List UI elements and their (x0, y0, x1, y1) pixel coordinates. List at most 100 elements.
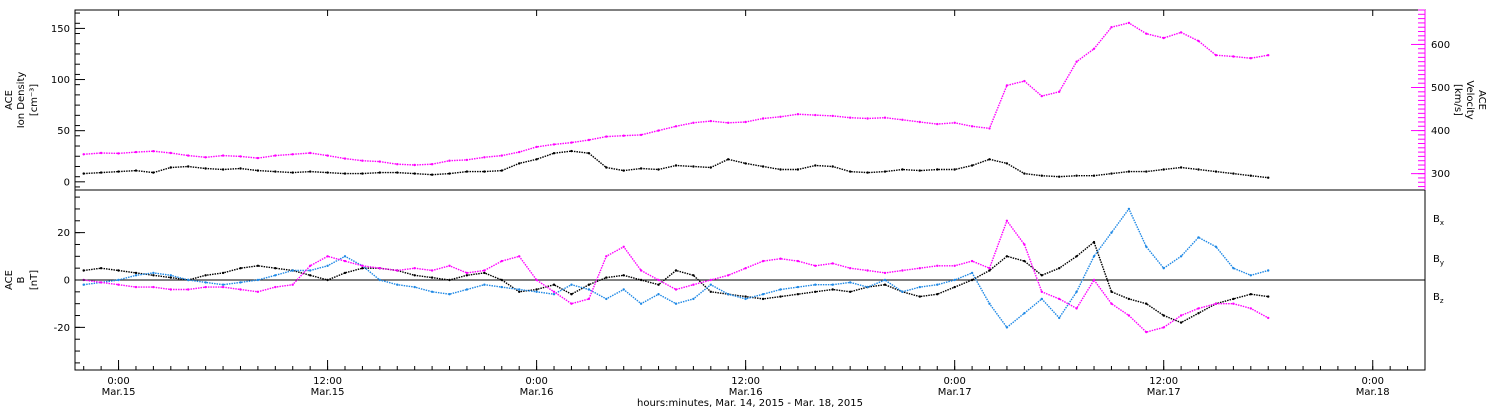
top-point-0-57 (1075, 174, 1078, 177)
point-by-65 (1214, 245, 1218, 248)
point-bz-65 (1214, 302, 1218, 305)
top-point-0-17 (378, 171, 381, 174)
bottom-left-ylabel-line1: ACE (4, 270, 15, 290)
top-point-0-45 (866, 171, 869, 174)
top-point-1-36 (709, 119, 712, 123)
point-bz-56 (1058, 297, 1061, 301)
top-point-0-41 (796, 168, 800, 171)
bottom-left-ylabel-line3: [nT] (29, 270, 40, 290)
point-bx-1 (99, 267, 103, 270)
top-point-1-2 (117, 152, 120, 155)
bottom-left-tick-label-2: 20 (57, 228, 70, 239)
x-tick-date-label-1: Mar.15 (311, 387, 345, 398)
top-point-0-64 (1197, 168, 1200, 171)
top-point-1-34 (674, 125, 678, 128)
point-by-57 (1075, 290, 1078, 293)
point-bx-3 (134, 271, 138, 275)
top-point-0-62 (1162, 168, 1165, 171)
top-point-1-5 (169, 151, 172, 155)
top-point-0-11 (274, 170, 277, 173)
point-bx-39 (761, 297, 765, 301)
x-tick-time-label-5: 12:00 (1149, 376, 1178, 387)
x-tick-date-label-6: Mar.18 (1356, 387, 1390, 398)
point-bz-22 (465, 271, 469, 275)
point-bz-24 (500, 259, 503, 263)
top-panel (82, 21, 1270, 179)
top-series-velocity-line (83, 22, 1269, 166)
top-left-ylabel-line2: Ion Density (16, 72, 27, 129)
top-point-0-61 (1145, 170, 1148, 173)
top-point-1-47 (901, 118, 904, 122)
top-point-0-16 (361, 172, 364, 175)
point-bx-49 (936, 293, 939, 296)
point-by-36 (709, 283, 712, 286)
point-bx-19 (413, 274, 416, 277)
point-by-61 (1145, 245, 1148, 248)
top-point-0-19 (413, 172, 416, 175)
x-tick-time-label-6: 0:00 (1362, 376, 1384, 387)
top-point-1-67 (1249, 57, 1253, 60)
point-bx-4 (152, 274, 155, 277)
top-point-1-21 (448, 159, 451, 162)
point-bx-0 (82, 269, 85, 272)
point-bx-23 (483, 271, 486, 275)
point-bz-31 (622, 245, 625, 248)
point-bx-26 (535, 288, 538, 291)
point-bz-5 (169, 288, 172, 291)
top-point-1-37 (727, 121, 730, 125)
point-bx-58 (1092, 240, 1096, 244)
point-bz-3 (134, 285, 138, 289)
top-point-1-41 (796, 113, 800, 116)
point-bz-27 (552, 290, 556, 293)
top-point-1-11 (274, 154, 277, 157)
legend: Bx By Bz (1433, 214, 1444, 305)
point-bz-39 (761, 259, 765, 263)
point-bz-38 (744, 267, 747, 270)
top-point-1-25 (518, 150, 521, 154)
top-point-1-26 (535, 145, 538, 149)
point-by-62 (1162, 267, 1165, 270)
x-tick-time-label-0: 0:00 (107, 376, 129, 387)
point-bz-19 (413, 267, 416, 270)
point-bx-66 (1232, 297, 1235, 301)
point-by-17 (378, 278, 381, 282)
top-point-1-53 (1005, 84, 1009, 87)
top-point-1-57 (1075, 60, 1078, 63)
top-point-0-18 (396, 171, 399, 174)
x-tick-time-label-1: 12:00 (313, 376, 342, 387)
point-bx-13 (309, 274, 312, 277)
point-by-37 (727, 293, 730, 296)
point-bz-61 (1145, 330, 1148, 334)
top-point-1-24 (500, 154, 503, 157)
point-bx-11 (274, 267, 277, 270)
top-point-0-34 (674, 164, 678, 167)
top-point-0-55 (1040, 174, 1044, 177)
point-bz-23 (483, 269, 486, 272)
point-bz-6 (187, 288, 190, 291)
top-point-1-32 (639, 133, 643, 137)
point-bx-41 (796, 293, 800, 296)
top-point-1-16 (361, 159, 364, 162)
top-point-0-5 (169, 166, 172, 169)
top-point-0-24 (500, 169, 503, 172)
point-bx-14 (326, 278, 329, 282)
point-by-43 (831, 283, 834, 286)
point-bz-57 (1075, 307, 1078, 310)
top-point-0-22 (465, 170, 469, 173)
point-bz-35 (692, 283, 695, 286)
point-bz-54 (1023, 243, 1026, 246)
top-point-1-59 (1110, 26, 1113, 29)
top-point-1-60 (1127, 21, 1131, 25)
point-bx-27 (552, 283, 556, 286)
top-point-1-63 (1179, 31, 1183, 34)
point-bz-45 (866, 269, 869, 272)
point-bz-28 (570, 302, 573, 305)
point-by-8 (221, 283, 225, 286)
top-point-0-39 (761, 165, 765, 168)
point-by-48 (918, 285, 921, 289)
point-by-27 (552, 293, 556, 296)
point-bz-25 (518, 255, 521, 258)
point-bz-66 (1232, 302, 1235, 305)
top-point-0-65 (1214, 170, 1218, 173)
point-bz-50 (953, 264, 956, 267)
